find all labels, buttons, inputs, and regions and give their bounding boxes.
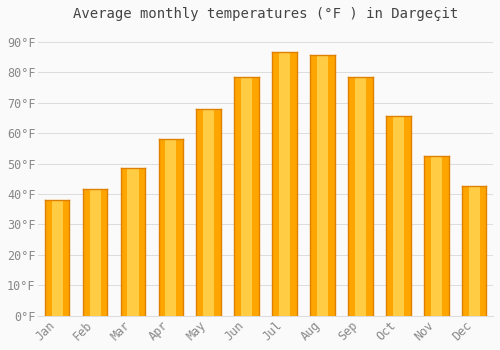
- Bar: [90, 189, 101, 316]
- Bar: [241, 77, 252, 316]
- Bar: [310, 55, 335, 316]
- Bar: [462, 186, 486, 316]
- Bar: [355, 77, 366, 316]
- Bar: [158, 139, 183, 316]
- Bar: [234, 77, 259, 316]
- Bar: [196, 108, 221, 316]
- Bar: [430, 156, 442, 316]
- Bar: [393, 116, 404, 316]
- Bar: [279, 52, 290, 316]
- Bar: [203, 108, 214, 316]
- Bar: [348, 77, 372, 316]
- Bar: [128, 168, 138, 316]
- Bar: [424, 156, 448, 316]
- Bar: [120, 168, 146, 316]
- Title: Average monthly temperatures (°F ) in Dargeçit: Average monthly temperatures (°F ) in Da…: [73, 7, 458, 21]
- Bar: [45, 200, 70, 316]
- Bar: [317, 55, 328, 316]
- Bar: [52, 200, 62, 316]
- Bar: [386, 116, 410, 316]
- Bar: [83, 189, 108, 316]
- Bar: [166, 139, 176, 316]
- Bar: [272, 52, 297, 316]
- Bar: [468, 186, 479, 316]
